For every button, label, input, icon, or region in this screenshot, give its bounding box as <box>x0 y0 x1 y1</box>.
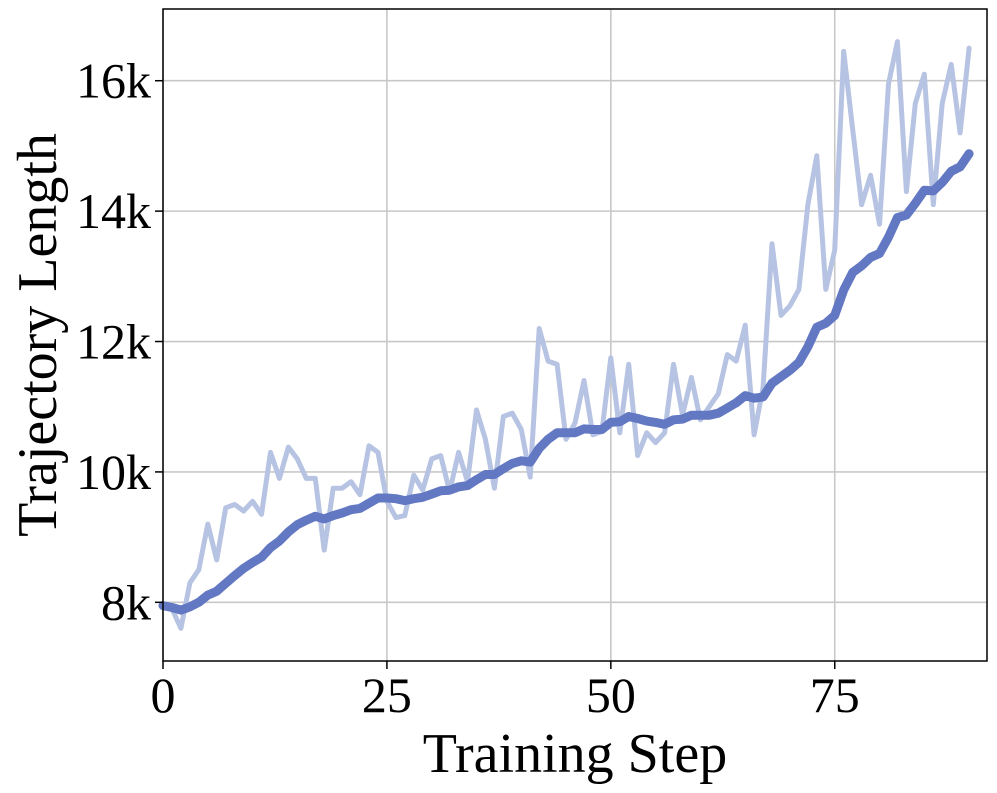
x-tick-label: 0 <box>151 667 176 723</box>
y-tick-label: 12k <box>76 314 151 370</box>
x-tick-label: 25 <box>362 667 412 723</box>
y-tick-label: 8k <box>101 574 151 630</box>
smoothed-series-line <box>158 149 974 615</box>
y-tick-label: 16k <box>76 53 151 109</box>
y-tick-labels: 8k 10k 12k 14k 16k <box>76 53 151 631</box>
x-tick-labels: 0 25 50 75 <box>151 667 860 723</box>
x-tick-label: 50 <box>586 667 636 723</box>
x-tick-label: 75 <box>810 667 860 723</box>
grid-lines <box>162 9 987 661</box>
raw-series-line <box>160 39 972 631</box>
series-lines <box>158 39 974 631</box>
plot-frame <box>162 8 988 662</box>
x-axis-label: Training Step <box>423 723 727 785</box>
y-axis-label: Trajectory Length <box>7 133 69 537</box>
tick-marks <box>155 79 836 669</box>
y-tick-label: 14k <box>76 183 151 239</box>
y-tick-label: 10k <box>76 444 151 500</box>
